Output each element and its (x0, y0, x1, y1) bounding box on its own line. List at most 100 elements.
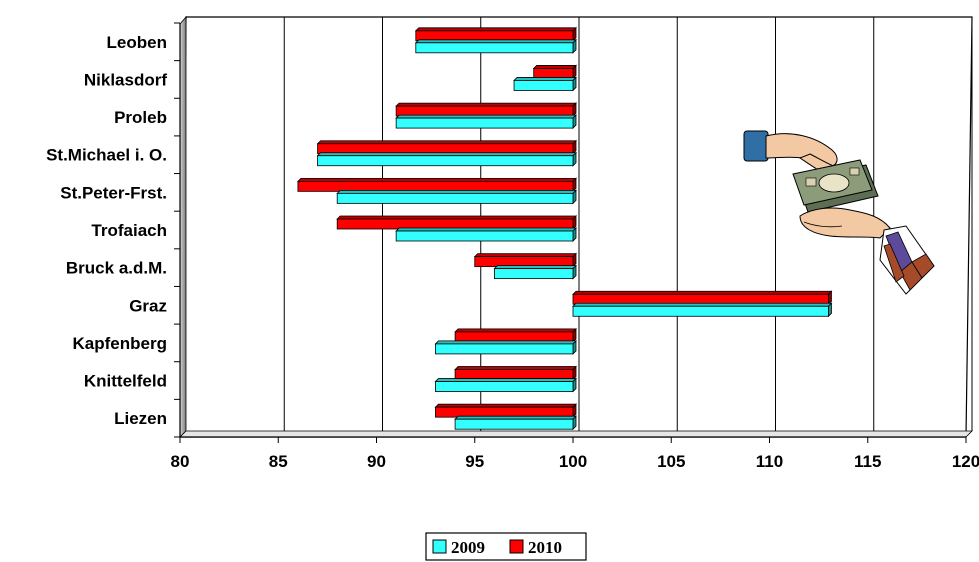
bar-top-face (414, 27, 577, 32)
category-label: Bruck a.d.M. (66, 259, 167, 278)
bar-front-face (572, 305, 829, 317)
bar-2009-Liezen (454, 415, 577, 431)
bar-2010-Bruck a.d.M. (473, 252, 577, 268)
bar-front-face (454, 369, 574, 380)
legend-box (425, 532, 587, 561)
gridlines (283, 17, 973, 431)
plot-side-wall (179, 15, 187, 438)
axes (174, 22, 967, 443)
bar-front-face (395, 117, 574, 129)
bar-front-face (336, 192, 574, 204)
bar-2010-Niklasdorf (532, 64, 577, 80)
category-label: St.Peter-Frst. (60, 183, 167, 202)
bars (296, 26, 833, 431)
category-label: Graz (129, 296, 167, 315)
bar-2010-St.Peter-Frst. (296, 177, 577, 193)
bar-top-face (454, 366, 577, 370)
bar-2009-Proleb (395, 114, 577, 130)
bar-front-face (435, 343, 574, 355)
legend-label-2010: 2010 (528, 538, 562, 557)
bar-front-face (395, 230, 574, 242)
bar-2009-St.Peter-Frst. (336, 189, 577, 205)
bar-top-face (572, 290, 833, 295)
bar-2010-St.Michael i. O. (316, 139, 577, 155)
x-tick-label-105: 105 (657, 452, 685, 471)
bar-2009-Niklasdorf (513, 76, 577, 92)
x-tick-label-100: 100 (559, 452, 587, 471)
bar-front-face (474, 256, 574, 268)
category-label: Kapfenberg (73, 334, 167, 353)
category-label: Liezen (114, 409, 167, 428)
x-tick-label-80: 80 (171, 452, 190, 471)
bar-front-face (435, 381, 574, 392)
bar-2009-Leoben (414, 38, 577, 54)
legend-swatch-2009 (432, 539, 447, 554)
bar-top-face (454, 415, 577, 420)
category-label: Proleb (114, 108, 167, 127)
bar-front-face (415, 42, 574, 54)
bar-top-face (454, 328, 577, 333)
legend-swatch-2010 (509, 539, 524, 554)
category-label: Trofaiach (91, 221, 167, 240)
bar-2010-Knittelfeld (454, 365, 577, 381)
money-illustration (743, 130, 935, 295)
bar-top-face (296, 177, 577, 182)
bar-front-face (533, 68, 574, 79)
bar-2010-Kapfenberg (454, 327, 577, 343)
bar-front-face (317, 143, 574, 155)
bar-front-face (317, 155, 574, 167)
bar-top-face (473, 253, 577, 258)
bar-front-face (493, 268, 574, 280)
bar-top-face (336, 215, 577, 220)
x-axis-tick-labels: 80 85 90 95 100 105 110 115 120 (171, 452, 979, 471)
bar-front-face (572, 293, 829, 305)
bar-front-face (435, 406, 574, 418)
bar-front-face (513, 80, 574, 91)
category-labels: Leoben Niklasdorf Proleb St.Michael i. O. St… (46, 33, 167, 428)
bar-top-face (414, 39, 577, 44)
x-tick-label-120: 120 (952, 452, 979, 471)
bar-2009-Trofaiach (395, 227, 577, 242)
bar-2010-Trofaiach (336, 215, 577, 230)
bar-2010-Liezen (434, 403, 577, 419)
bar-front-face (336, 218, 574, 230)
category-label: Knittelfeld (84, 372, 167, 391)
bar-top-face (395, 102, 577, 107)
category-label: St.Michael i. O. (46, 146, 167, 165)
x-tick-label-110: 110 (756, 452, 783, 471)
bar-front-face (297, 180, 574, 192)
bar-top-face (395, 114, 577, 119)
bar-2010-Proleb (395, 102, 577, 118)
bar-top-face (316, 140, 577, 145)
bar-top-face (395, 227, 577, 232)
legend: 2009 2010 (425, 532, 587, 561)
category-label: Leoben (107, 33, 167, 52)
banknotes (792, 159, 879, 213)
legend-label-2009: 2009 (451, 538, 485, 557)
bar-top-face (336, 189, 577, 194)
bar-2009-St.Michael i. O. (316, 151, 577, 167)
striped-sleeve (879, 225, 935, 295)
bar-2009-Bruck a.d.M. (493, 264, 577, 280)
bar-2009-Knittelfeld (434, 377, 577, 393)
plot-floor (179, 430, 973, 438)
bar-2009-Kapfenberg (434, 339, 577, 355)
lower-hand-fingers (803, 221, 843, 228)
bar-top-face (532, 65, 577, 69)
bar-top-face (493, 265, 577, 270)
category-label: Niklasdorf (84, 70, 167, 89)
x-tick-label-95: 95 (465, 452, 484, 471)
x-tick-label-115: 115 (854, 452, 881, 471)
bar-top-face (513, 77, 577, 81)
bar-2009-Graz (572, 302, 833, 318)
bar-front-face (454, 418, 574, 430)
bar-top-face (572, 302, 833, 307)
bar-top-face (434, 378, 577, 382)
upper-sleeve (743, 130, 769, 162)
bar-top-face (434, 403, 577, 408)
bar-2010-Graz (572, 290, 833, 306)
bar-top-face (316, 152, 577, 157)
bar-front-face (395, 105, 574, 117)
x-tick-label-90: 90 (367, 452, 386, 471)
